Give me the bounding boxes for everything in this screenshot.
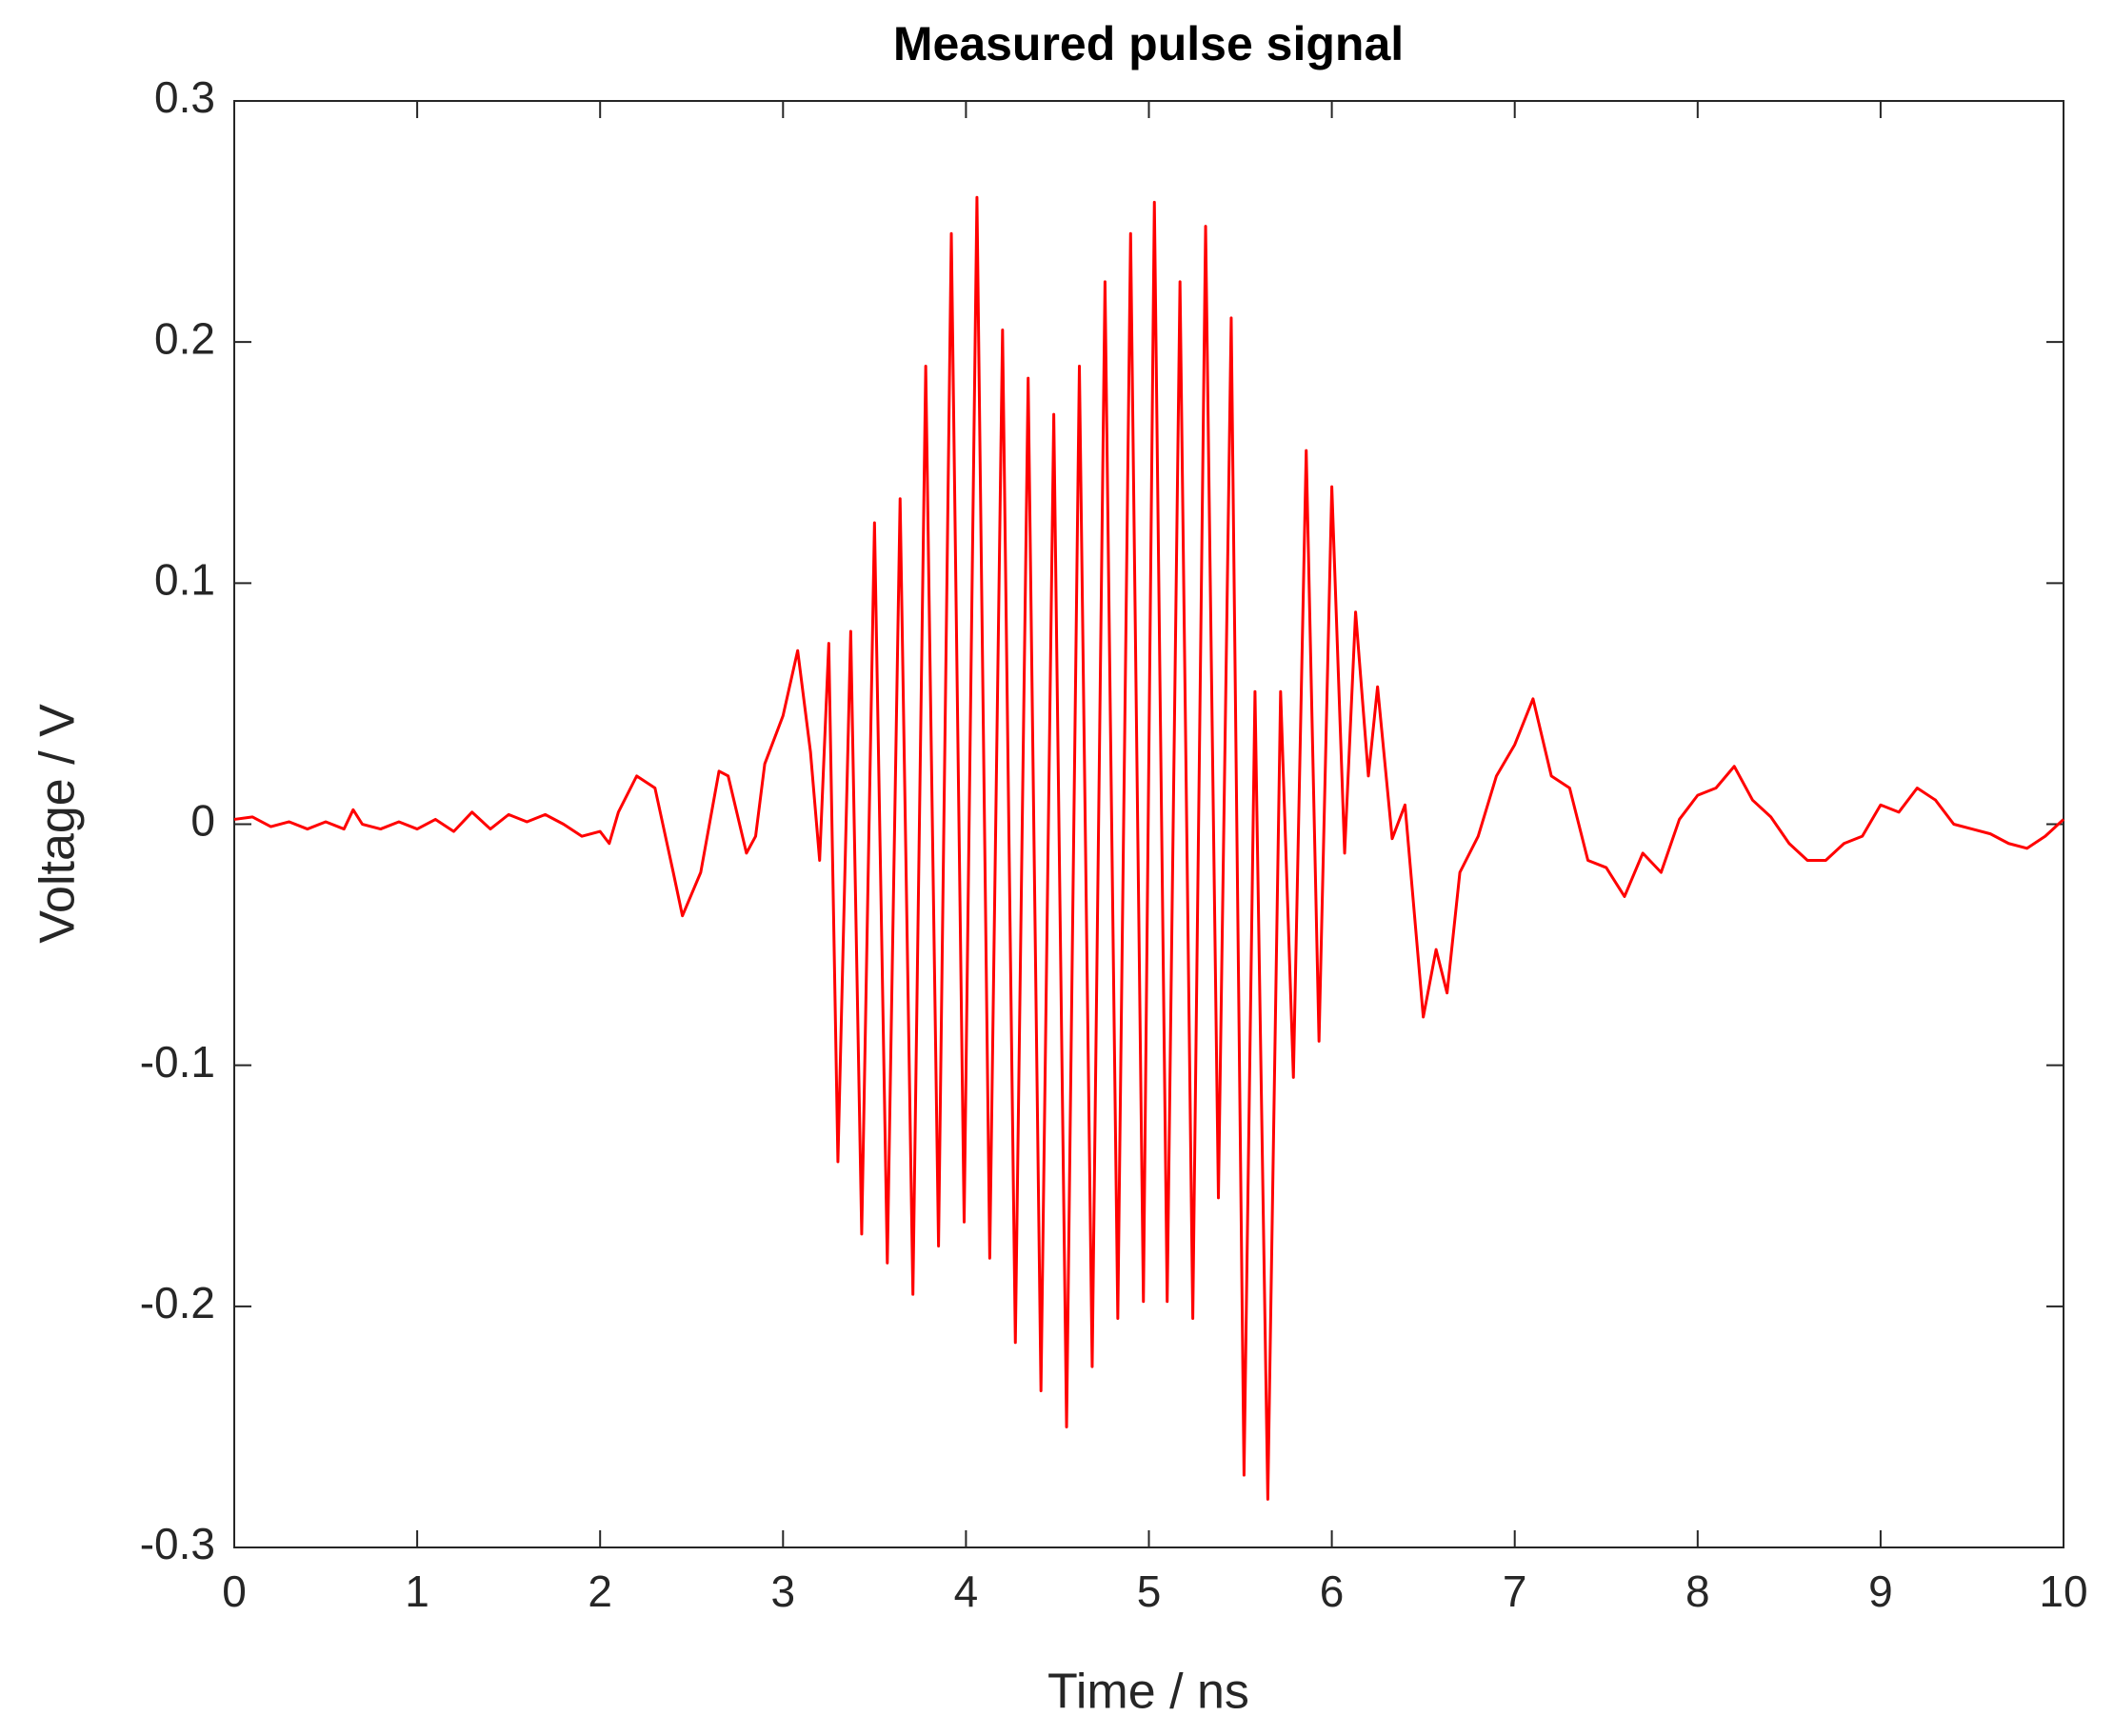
x-tick-label: 5 [1137, 1566, 1162, 1616]
y-axis-label: Voltage / V [30, 704, 86, 944]
y-tick-label: 0.3 [154, 72, 215, 122]
x-tick-label: 8 [1685, 1566, 1710, 1616]
y-tick-label: 0.2 [154, 313, 215, 363]
x-tick-label: 9 [1868, 1566, 1893, 1616]
x-tick-label: 10 [2039, 1566, 2087, 1616]
y-tick-label: -0.3 [140, 1519, 215, 1568]
x-tick-label: 3 [771, 1566, 796, 1616]
x-tick-label: 1 [405, 1566, 429, 1616]
y-tick-label: -0.2 [140, 1278, 215, 1327]
y-tick-label: 0 [190, 796, 215, 846]
x-axis-label: Time / ns [1047, 1665, 1249, 1720]
chart-title: Measured pulse signal [893, 17, 1404, 70]
x-tick-label: 6 [1320, 1566, 1345, 1616]
x-tick-label: 2 [588, 1566, 612, 1616]
x-tick-label: 7 [1503, 1566, 1527, 1616]
x-tick-label: 0 [222, 1566, 247, 1616]
y-tick-label: 0.1 [154, 554, 215, 604]
signal-line [233, 195, 2065, 1501]
x-tick-label: 4 [954, 1566, 979, 1616]
y-tick-label: -0.1 [140, 1037, 215, 1087]
